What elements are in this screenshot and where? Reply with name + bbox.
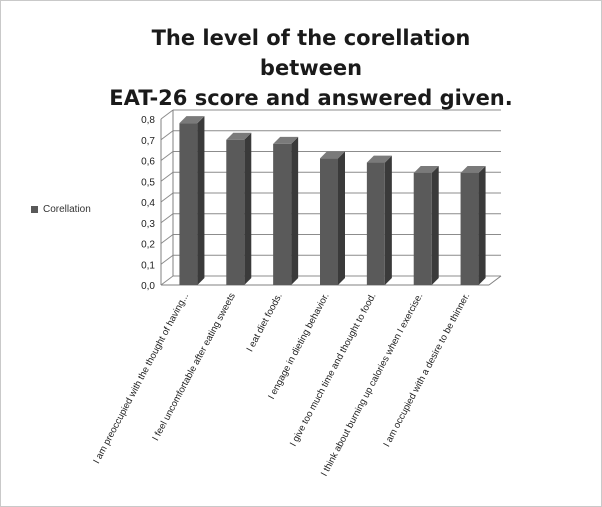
bar-top xyxy=(413,165,439,173)
legend-swatch xyxy=(31,205,38,213)
bar-front xyxy=(273,143,292,285)
y-tick-label: 0,7 xyxy=(141,136,155,147)
gridline-side xyxy=(160,254,174,265)
gridline-side xyxy=(160,109,174,120)
y-tick-label: 0,6 xyxy=(141,157,155,168)
gridline-side xyxy=(160,151,174,161)
bar xyxy=(460,165,486,285)
bar-front xyxy=(226,139,245,285)
y-tick-label: 0,1 xyxy=(141,260,155,271)
bar-side xyxy=(244,132,252,285)
bar-front xyxy=(179,123,198,286)
bar-side xyxy=(197,116,205,286)
chart-title-line-1: The level of the corellation between xyxy=(151,26,471,80)
bars xyxy=(179,116,486,286)
x-tick-labels: I am preoccupied with the thought of hav… xyxy=(91,291,472,478)
bar-top xyxy=(179,116,205,124)
y-tick-label: 0,3 xyxy=(141,219,155,230)
gridline-side xyxy=(160,234,174,244)
bar-side xyxy=(291,136,299,285)
bar xyxy=(366,155,392,285)
bar xyxy=(179,116,205,286)
bar-front xyxy=(413,172,432,285)
gridline-side xyxy=(160,275,174,286)
x-tick-label: I eat diet foods. xyxy=(245,291,285,354)
bar xyxy=(320,151,345,285)
legend: Corellation xyxy=(31,201,91,217)
bar-top xyxy=(366,155,392,163)
bar-front xyxy=(366,162,385,285)
x-tick-label: I am preoccupied with the thought of hav… xyxy=(91,291,191,465)
legend-label: Corellation xyxy=(43,203,91,215)
y-tick-label: 0,2 xyxy=(141,240,155,251)
bar-side xyxy=(384,155,392,285)
bar-front xyxy=(320,158,338,285)
y-tick-label: 0,4 xyxy=(141,198,155,209)
x-tick-label: I am occupied with a desire to be thinne… xyxy=(381,291,472,449)
chart-title: The level of the corellation between EAT… xyxy=(101,23,521,113)
bar xyxy=(413,165,439,285)
bar-front xyxy=(460,172,479,285)
bar-side xyxy=(338,151,345,285)
chart-title-line-2: EAT-26 score and answered given. xyxy=(109,86,513,110)
bar-top xyxy=(226,132,252,140)
y-tick-labels: 0,0 0,1 0,2 0,3 0,4 0,5 0,6 0,7 0,8 xyxy=(141,115,155,292)
gridline-side xyxy=(160,130,174,141)
x-tick-label: I feel uncomfortable after eating sweets xyxy=(150,291,238,443)
x-tick-label: I think about burning up calories when I… xyxy=(319,291,425,478)
y-tick-label: 0,8 xyxy=(141,115,155,126)
bar-top xyxy=(273,136,299,144)
gridline-side xyxy=(160,213,174,224)
bar-top xyxy=(460,165,486,173)
x-tick-label: I give too much time and thought to food… xyxy=(288,291,379,448)
bar-side xyxy=(431,165,439,285)
gridline-side xyxy=(160,171,174,182)
floor-edge xyxy=(488,275,502,286)
y-tick-label: 0,5 xyxy=(141,177,155,188)
bar-side xyxy=(478,165,486,285)
bar-top xyxy=(320,151,345,159)
bar xyxy=(226,132,252,285)
bar xyxy=(273,136,299,285)
gridline-side xyxy=(160,192,174,203)
y-tick-label: 0,0 xyxy=(141,281,155,292)
